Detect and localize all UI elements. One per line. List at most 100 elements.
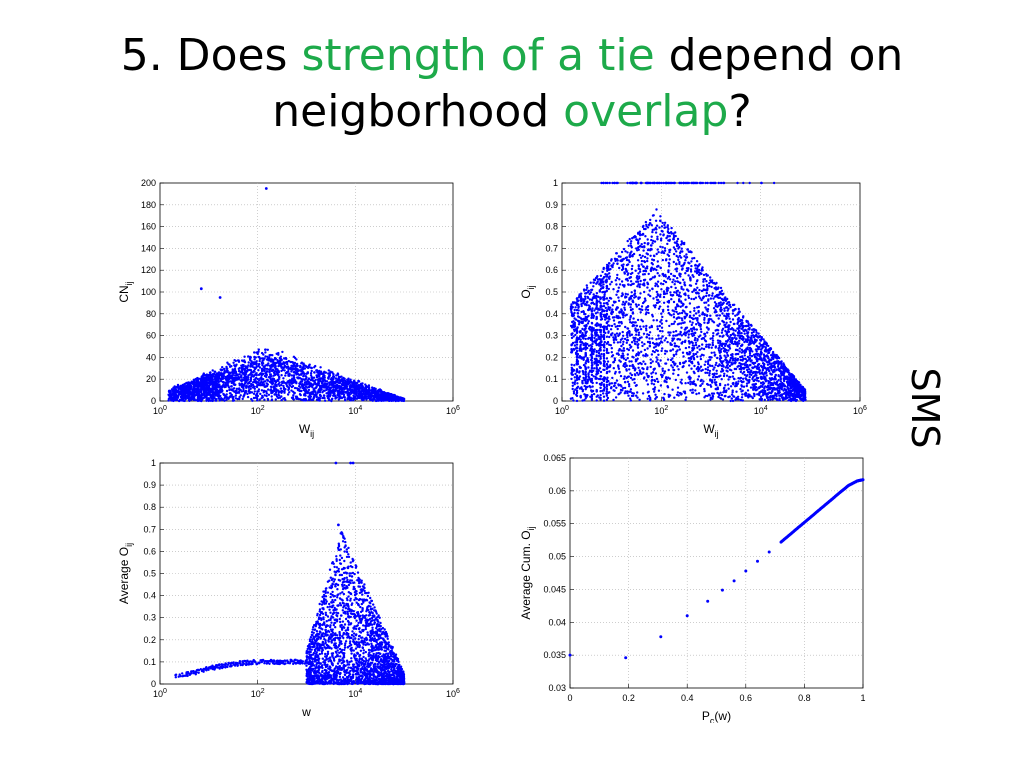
data-point — [655, 360, 658, 363]
data-point — [663, 352, 667, 355]
data-point — [402, 397, 406, 401]
data-point — [257, 364, 260, 368]
data-point — [283, 389, 286, 393]
data-point — [215, 379, 218, 383]
data-point — [754, 340, 757, 344]
data-point — [649, 365, 652, 369]
data-point — [323, 376, 326, 379]
data-point — [280, 383, 283, 387]
data-point — [277, 393, 280, 396]
data-point — [369, 396, 373, 399]
data-point — [350, 381, 354, 385]
data-point — [260, 376, 263, 379]
data-point — [334, 396, 337, 399]
data-point — [685, 256, 689, 259]
data-point — [381, 398, 384, 402]
data-point — [642, 367, 645, 371]
data-point — [313, 394, 317, 397]
data-point — [626, 239, 629, 243]
data-point — [687, 376, 690, 379]
data-point — [243, 368, 246, 372]
data-point — [367, 391, 371, 394]
data-point — [216, 372, 219, 375]
data-point — [257, 388, 261, 391]
data-point — [575, 389, 579, 392]
data-point — [290, 389, 293, 392]
data-point — [631, 308, 634, 311]
data-point — [328, 386, 331, 389]
data-point — [259, 372, 263, 375]
data-point — [719, 391, 722, 394]
data-point — [202, 396, 205, 400]
data-point — [301, 384, 304, 388]
data-point — [292, 394, 295, 397]
data-point — [272, 377, 276, 381]
data-point — [264, 351, 267, 354]
data-point — [720, 289, 724, 292]
data-point — [613, 382, 616, 385]
data-point — [740, 348, 744, 351]
data-point — [225, 396, 228, 399]
data-point — [651, 337, 654, 340]
data-point — [286, 393, 290, 396]
data-point — [678, 348, 681, 351]
data-point — [575, 374, 579, 378]
data-point — [694, 181, 697, 185]
data-points — [569, 181, 807, 403]
data-point — [240, 385, 244, 388]
data-point — [195, 383, 199, 386]
data-point — [608, 335, 611, 339]
data-point — [707, 343, 710, 346]
data-point — [288, 372, 291, 375]
data-point — [235, 374, 238, 377]
data-point — [322, 383, 325, 387]
data-point — [263, 394, 266, 397]
data-point — [363, 395, 367, 398]
data-point — [238, 395, 241, 399]
data-point — [260, 377, 263, 381]
data-point — [655, 296, 658, 299]
data-point — [698, 348, 701, 351]
data-point — [303, 383, 307, 386]
data-point — [776, 365, 780, 368]
data-point — [219, 385, 223, 388]
data-point — [746, 379, 749, 382]
data-point — [236, 359, 240, 362]
data-point — [346, 380, 349, 383]
data-point — [727, 327, 730, 331]
data-point — [746, 355, 750, 359]
data-point — [626, 181, 629, 185]
data-point — [226, 375, 229, 379]
data-point — [702, 288, 705, 291]
data-point — [623, 308, 627, 311]
data-point — [344, 384, 347, 387]
data-point — [680, 285, 683, 289]
data-point — [303, 372, 306, 376]
data-point — [340, 383, 344, 386]
data-point — [741, 316, 745, 319]
data-point — [317, 373, 320, 376]
data-point — [289, 366, 293, 369]
x-tick-label: 100 — [153, 405, 167, 416]
data-point — [223, 371, 226, 374]
data-point — [598, 396, 601, 399]
y-tick-label: 120 — [141, 265, 156, 275]
data-point — [617, 321, 621, 324]
data-point — [209, 399, 213, 402]
data-point — [651, 239, 655, 243]
data-point — [198, 385, 201, 388]
data-point — [255, 385, 259, 389]
data-point — [357, 390, 361, 393]
data-point — [177, 385, 180, 388]
data-point — [288, 391, 291, 394]
data-point — [385, 399, 388, 402]
data-point — [656, 327, 659, 331]
data-point — [661, 367, 664, 370]
data-point — [652, 254, 656, 257]
data-point — [370, 391, 374, 395]
data-point — [626, 263, 630, 266]
data-point — [653, 390, 656, 393]
data-point — [382, 391, 386, 394]
data-point — [306, 371, 310, 374]
data-point — [638, 275, 641, 278]
